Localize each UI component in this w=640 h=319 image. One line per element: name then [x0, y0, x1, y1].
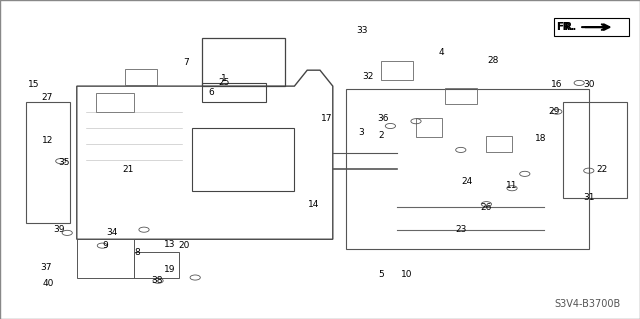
Text: 24: 24: [461, 177, 473, 186]
Text: 30: 30: [583, 80, 595, 89]
Text: 16: 16: [551, 80, 563, 89]
Text: 27: 27: [41, 93, 52, 102]
Text: 31: 31: [583, 193, 595, 202]
Text: 15: 15: [28, 80, 39, 89]
Text: 32: 32: [362, 72, 374, 81]
Text: 29: 29: [548, 107, 559, 116]
Text: 21: 21: [122, 165, 134, 174]
Text: FR.: FR.: [556, 22, 574, 32]
Text: 13: 13: [164, 240, 175, 249]
Text: 4: 4: [439, 48, 444, 57]
Text: 6: 6: [209, 88, 214, 97]
Text: FR.: FR.: [557, 22, 576, 32]
Text: 37: 37: [40, 263, 52, 272]
Text: 11: 11: [506, 181, 518, 189]
Text: 36: 36: [377, 114, 388, 122]
Text: 34: 34: [106, 228, 118, 237]
Text: 23: 23: [455, 225, 467, 234]
Text: 10: 10: [401, 270, 412, 279]
Text: 33: 33: [356, 26, 367, 35]
Text: 18: 18: [535, 134, 547, 143]
Text: 35: 35: [58, 158, 70, 167]
Text: 19: 19: [164, 265, 175, 274]
Text: 12: 12: [42, 136, 54, 145]
Text: 26: 26: [481, 203, 492, 212]
Text: 7: 7: [183, 58, 188, 67]
Text: 38: 38: [151, 276, 163, 285]
Text: 5: 5: [378, 270, 383, 279]
Text: 3: 3: [359, 128, 364, 137]
Text: 39: 39: [53, 225, 65, 234]
Text: 1: 1: [221, 74, 227, 83]
Text: 40: 40: [42, 279, 54, 288]
Text: 28: 28: [487, 56, 499, 65]
FancyBboxPatch shape: [554, 18, 629, 36]
Text: 25: 25: [218, 78, 230, 87]
Text: 8: 8: [135, 248, 140, 256]
Text: S3V4-B3700B: S3V4-B3700B: [554, 300, 621, 309]
Text: 22: 22: [596, 165, 607, 174]
Text: 2: 2: [378, 131, 383, 140]
Text: 14: 14: [308, 200, 319, 209]
Text: 9: 9: [103, 241, 108, 250]
Text: 17: 17: [321, 114, 332, 122]
Text: 20: 20: [179, 241, 190, 250]
